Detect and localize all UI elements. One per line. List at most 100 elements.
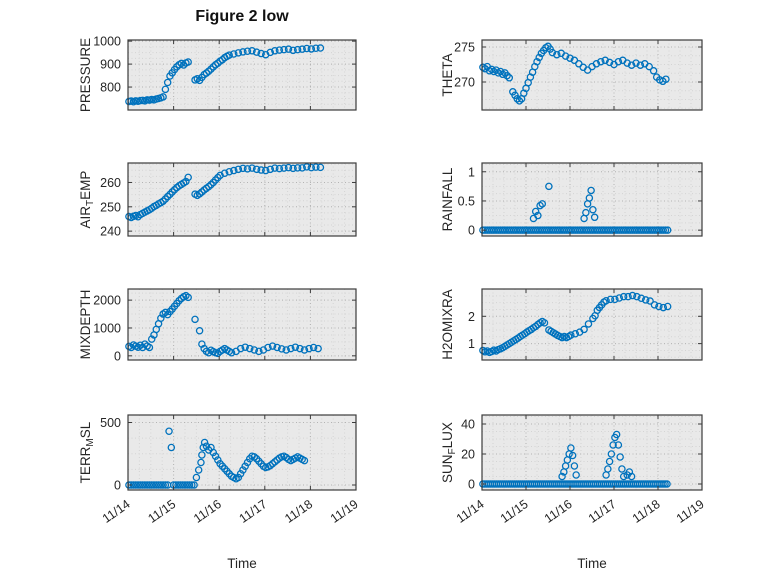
data-point: [190, 481, 198, 489]
data-point: [239, 164, 247, 173]
data-point: [159, 93, 167, 101]
x-tick-label: 11/19: [328, 497, 361, 526]
data-point: [567, 444, 575, 452]
data-point: [296, 344, 304, 353]
data-point: [184, 293, 192, 302]
data-point: [220, 169, 229, 177]
data-point: [659, 226, 668, 234]
figure-title: Figure 2 low: [195, 8, 289, 25]
data-point: [284, 163, 293, 172]
data-point: [614, 441, 623, 449]
data-point: [239, 466, 247, 474]
data-point: [646, 297, 654, 305]
y-tick-label: 0: [468, 224, 475, 238]
data-point: [619, 292, 628, 301]
data-point: [580, 325, 588, 334]
data-point: [553, 50, 561, 59]
data-point: [250, 346, 259, 354]
subplot-h2omixra: 1 2 H2OMIXRA: [440, 288, 703, 361]
subplot-rainfall: 0 0.5 1 RAINFALL: [440, 162, 703, 238]
subplot-terr-msl: 0 500 11/14 11/15 11/16 11/17 11/18 11/19 TERRMS…: [78, 414, 361, 526]
data-point: [312, 163, 320, 171]
data-point: [168, 188, 176, 196]
data-point: [531, 322, 540, 331]
data-point: [261, 166, 270, 175]
data-point: [275, 164, 284, 173]
data-point: [582, 208, 590, 217]
data-point: [184, 173, 192, 182]
data-point: [209, 63, 218, 71]
axis-box: [127, 39, 357, 111]
data-point: [636, 61, 645, 69]
data-point: [566, 54, 574, 62]
data-point: [234, 165, 243, 174]
data-point: [289, 164, 297, 173]
data-point: [568, 451, 577, 460]
data-point: [663, 226, 672, 234]
y-tick-label: 2: [468, 310, 475, 324]
data-point: [590, 213, 599, 222]
x-tick-label: 11/19: [674, 497, 707, 526]
data-point: [157, 314, 165, 322]
y-tick-label: 260: [100, 176, 121, 190]
data-point: [655, 302, 663, 311]
data-point: [136, 341, 145, 349]
data-point: [487, 65, 496, 74]
data-point: [257, 166, 265, 174]
data-point: [163, 192, 172, 201]
data-point: [165, 427, 173, 435]
data-point: [282, 346, 290, 354]
data-point: [225, 51, 233, 59]
data-point: [191, 315, 199, 324]
data-point: [316, 163, 325, 172]
y-tick-label: 20: [461, 448, 475, 462]
x-tick-label: 11/14: [454, 497, 487, 526]
data-point: [204, 67, 213, 75]
y-axis-label: PRESSURE: [78, 38, 93, 112]
y-tick-label: 270: [454, 76, 475, 90]
data-point: [230, 50, 238, 58]
data-point: [567, 331, 575, 339]
data-point: [615, 294, 624, 302]
subplot-air-temp: 240 250 260 AIRTEMP: [78, 162, 357, 239]
y-tick-label: 250: [100, 200, 121, 214]
y-axis-label: SUNFLUX: [440, 422, 458, 483]
data-point: [314, 344, 322, 353]
data-point: [298, 164, 306, 172]
data-point: [597, 57, 605, 66]
data-point: [619, 472, 628, 481]
data-point: [300, 346, 309, 354]
data-point: [592, 60, 601, 68]
data-point: [605, 457, 614, 466]
data-point: [167, 443, 176, 452]
data-point: [275, 46, 284, 54]
data-point: [252, 48, 261, 56]
data-point: [214, 456, 222, 464]
data-point: [161, 308, 170, 317]
data-point: [303, 163, 311, 171]
data-point: [234, 473, 243, 482]
data-point: [277, 345, 286, 353]
data-point: [632, 59, 640, 67]
x-tick-label: 11/15: [145, 497, 178, 526]
data-point: [637, 294, 646, 303]
data-point: [645, 62, 653, 71]
data-point: [243, 458, 252, 467]
data-point: [650, 301, 659, 309]
y-tick-label: 1: [468, 165, 475, 179]
axis-box: [127, 288, 357, 361]
data-point: [570, 462, 579, 470]
data-point: [614, 57, 623, 66]
data-point: [264, 343, 272, 352]
x-axis-label: Time: [577, 556, 607, 571]
data-point: [627, 61, 636, 69]
data-point: [293, 164, 302, 172]
data-point: [535, 53, 543, 62]
data-point: [312, 44, 320, 53]
data-point: [202, 442, 211, 450]
data-point: [147, 335, 156, 343]
data-point: [663, 302, 672, 311]
data-point: [641, 296, 650, 304]
data-point: [284, 45, 293, 53]
data-point: [194, 466, 203, 474]
